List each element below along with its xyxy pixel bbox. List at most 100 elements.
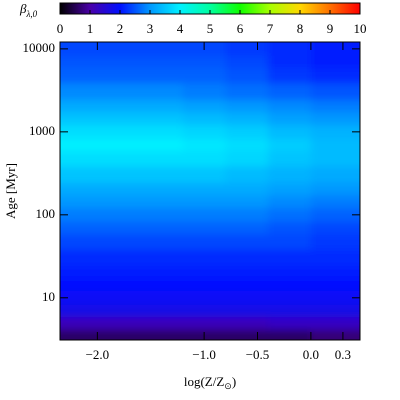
heatmap-cell [225,249,269,267]
heatmap-cell [60,278,98,291]
heatmap-cell [60,99,98,113]
heatmap-cell [225,304,269,318]
heatmap-cell [140,278,184,291]
colorbar-tick-label: 4 [177,21,184,36]
heatmap-cell [268,207,312,222]
heatmap-cell [268,166,312,184]
heatmap-cell [60,67,98,84]
heatmap-cell [268,55,312,69]
heatmap-cell [310,67,360,84]
heatmap-cell [60,233,98,250]
heatmap-cell [310,329,360,340]
heatmap-cell [140,304,184,318]
heatmap-cell [182,150,226,167]
heatmap-cell [268,150,312,167]
heatmap-cell [60,55,98,69]
heatmap-cell [268,233,312,250]
heatmap [60,42,360,340]
heatmap-cell [140,99,184,113]
heatmap-cell [182,182,226,196]
x-tick-label: −0.5 [246,347,270,362]
x-label-sub: ⊙ [224,381,232,391]
heatmap-cell [225,329,269,340]
heatmap-cell [97,99,141,113]
heatmap-cell [97,249,141,267]
heatmap-cell [60,150,98,167]
heatmap-cell [60,166,98,184]
heatmap-cell [140,138,184,152]
heatmap-cell [268,195,312,209]
heatmap-cell [182,221,226,235]
heatmap-cell [60,221,98,235]
heatmap-cell [310,99,360,113]
heatmap-cell [140,83,184,101]
heatmap-cell [268,249,312,267]
heatmap-cell [182,207,226,222]
x-tick-label: −1.0 [192,347,216,362]
heatmap-cell [225,150,269,167]
heatmap-cell [225,207,269,222]
heatmap-cell [140,182,184,196]
colorbar-tick-label: 0 [57,21,64,36]
heatmap-cell [97,42,141,56]
heatmap-cell [97,182,141,196]
heatmap-cell [182,99,226,113]
colorbar-tick-label: 2 [117,21,124,36]
x-axis-label: log(Z/Z⊙) [184,374,236,391]
heatmap-cell [60,249,98,267]
heatmap-cell [60,329,98,340]
heatmap-cell [182,166,226,184]
colorbar-tick-label: 5 [207,21,214,36]
heatmap-cell [97,304,141,318]
heatmap-cell [268,290,312,305]
heatmap-cell [310,124,360,139]
heatmap-cell [310,278,360,291]
heatmap-cell [182,265,226,279]
heatmap-cell [60,42,98,56]
colorbar-label-main: β [19,1,27,16]
heatmap-cell [182,233,226,250]
heatmap-cell [97,233,141,250]
heatmap-cell [310,249,360,267]
heatmap-cell [310,207,360,222]
heatmap-cell [60,83,98,101]
heatmap-cell [225,166,269,184]
heatmap-cell [225,233,269,250]
heatmap-cell [268,316,312,330]
heatmap-cell [140,166,184,184]
heatmap-cell [97,166,141,184]
heatmap-cell [97,265,141,279]
heatmap-cell [225,195,269,209]
heatmap-cell [140,195,184,209]
y-tick-label: 1000 [29,123,55,138]
heatmap-cell [97,221,141,235]
heatmap-cell [310,42,360,56]
heatmap-cell [268,124,312,139]
heatmap-cell [182,55,226,69]
heatmap-cell [310,166,360,184]
heatmap-cell [140,316,184,330]
heatmap-cell [225,112,269,126]
heatmap-cell [268,42,312,56]
x-tick-label: −2.0 [86,347,110,362]
heatmap-cell [60,316,98,330]
heatmap-cell [268,182,312,196]
heatmap-cell [268,138,312,152]
heatmap-cell [225,265,269,279]
heatmap-cell [225,182,269,196]
colorbar-label: βλ,0 [19,1,38,19]
heatmap-cell [97,195,141,209]
heatmap-cell [268,67,312,84]
x-label-part: ) [232,374,236,389]
heatmap-cell [60,138,98,152]
y-axis-label: Age [Myr] [3,163,18,219]
heatmap-cell [97,124,141,139]
heatmap-cell [225,221,269,235]
heatmap-cell [268,278,312,291]
heatmap-cell [140,124,184,139]
heatmap-cell [97,67,141,84]
heatmap-cell [140,42,184,56]
heatmap-cell [182,138,226,152]
colorbar-tick-label: 9 [327,21,334,36]
heatmap-cell [97,150,141,167]
